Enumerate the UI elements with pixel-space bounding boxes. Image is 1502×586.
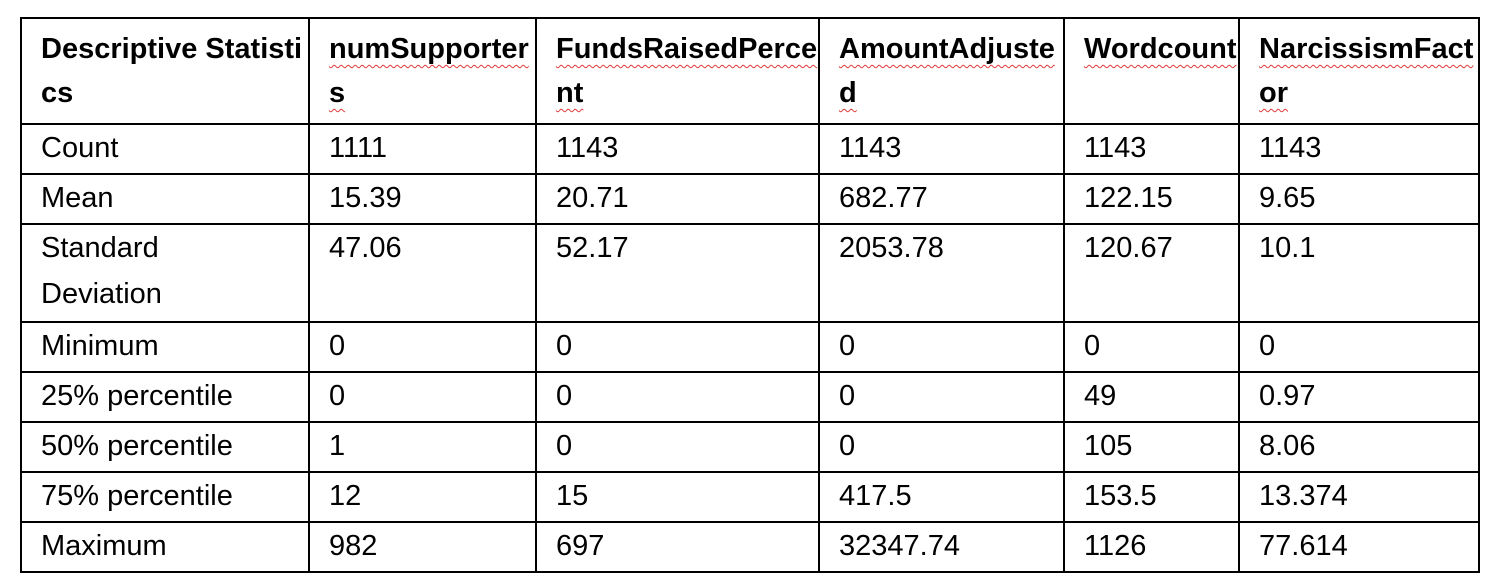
header-cell-numsupporters: numSupporters [308,17,537,125]
row-label: Maximum [20,521,310,573]
table-cell: 1143 [535,123,820,175]
table-row: 50% percentile 1 0 0 105 8.06 [20,421,1480,473]
table-cell: 122.15 [1063,173,1240,225]
row-label: Standard Deviation [20,223,310,323]
table-row: 75% percentile 12 15 417.5 153.5 13.374 [20,471,1480,523]
table-cell: 13.374 [1238,471,1480,523]
row-label: 50% percentile [20,421,310,473]
table-cell: 120.67 [1063,223,1240,323]
header-cell-descriptive-statistics: Descriptive Statistics [20,17,310,125]
table-cell: 1143 [818,123,1065,175]
table-cell: 1143 [1063,123,1240,175]
table-row: 25% percentile 0 0 0 49 0.97 [20,371,1480,423]
row-label: Mean [20,173,310,225]
table-cell: 10.1 [1238,223,1480,323]
table-cell: 1143 [1238,123,1480,175]
table-cell: 9.65 [1238,173,1480,225]
table-row: Maximum 982 697 32347.74 1126 77.614 [20,521,1480,573]
table-cell: 0 [818,421,1065,473]
table-cell: 0.97 [1238,371,1480,423]
row-label: Minimum [20,321,310,373]
table-cell: 0 [1238,321,1480,373]
table-cell: 2053.78 [818,223,1065,323]
table-row: Mean 15.39 20.71 682.77 122.15 9.65 [20,173,1480,225]
table-cell: 0 [535,321,820,373]
table-cell: 697 [535,521,820,573]
header-label: numSupporters [329,33,529,109]
table-cell: 0 [818,321,1065,373]
table-cell: 49 [1063,371,1240,423]
header-label: Descriptive Statistics [41,33,303,109]
table-cell: 1126 [1063,521,1240,573]
descriptive-statistics-table: Descriptive Statistics numSupporters Fun… [20,17,1480,573]
table-cell: 20.71 [535,173,820,225]
header-row: Descriptive Statistics numSupporters Fun… [20,17,1480,125]
table-cell: 0 [535,421,820,473]
table-cell: 15.39 [308,173,537,225]
table-cell: 47.06 [308,223,537,323]
table-cell: 1 [308,421,537,473]
table-row: Minimum 0 0 0 0 0 [20,321,1480,373]
table-cell: 0 [1063,321,1240,373]
header-cell-narcissismfactor: NarcissismFactor [1238,17,1480,125]
table-cell: 15 [535,471,820,523]
table-cell: 32347.74 [818,521,1065,573]
header-cell-wordcount: Wordcount [1063,17,1240,125]
table-cell: 0 [535,371,820,423]
table-row: Standard Deviation 47.06 52.17 2053.78 1… [20,223,1480,323]
row-label: 25% percentile [20,371,310,423]
table-cell: 0 [818,371,1065,423]
table-cell: 77.614 [1238,521,1480,573]
table-cell: 52.17 [535,223,820,323]
table-cell: 153.5 [1063,471,1240,523]
header-label: Wordcount [1084,33,1237,65]
table-cell: 0 [308,321,537,373]
header-label: FundsRaisedPercent [556,33,818,109]
table-cell: 105 [1063,421,1240,473]
table-cell: 12 [308,471,537,523]
table-cell: 0 [308,371,537,423]
table-cell: 682.77 [818,173,1065,225]
table-cell: 8.06 [1238,421,1480,473]
row-label: 75% percentile [20,471,310,523]
header-cell-fundsraisedpercent: FundsRaisedPercent [535,17,820,125]
header-label: NarcissismFactor [1259,33,1474,109]
header-cell-amountadjusted: AmountAdjusted [818,17,1065,125]
table-cell: 1111 [308,123,537,175]
table-cell: 982 [308,521,537,573]
row-label: Count [20,123,310,175]
table-cell: 417.5 [818,471,1065,523]
table-row: Count 1111 1143 1143 1143 1143 [20,123,1480,175]
header-label: AmountAdjusted [839,33,1055,109]
